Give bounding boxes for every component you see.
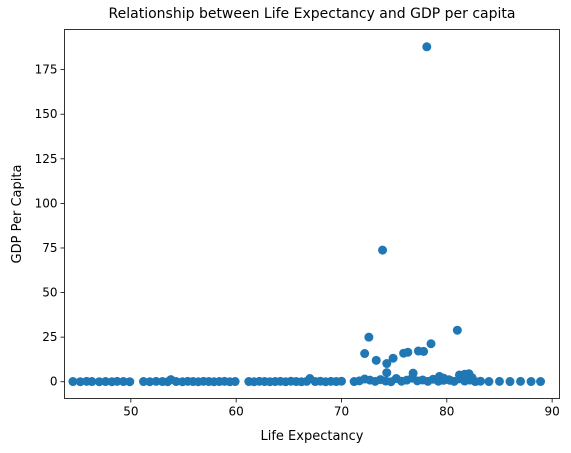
data-point: [408, 368, 418, 378]
data-point: [360, 349, 370, 359]
data-point: [382, 368, 392, 378]
y-tick-label: 125: [35, 152, 58, 166]
data-point: [452, 325, 462, 335]
x-tick-label: 70: [334, 405, 349, 419]
y-tick-label: 0: [50, 375, 58, 389]
y-tick-label: 150: [35, 107, 58, 121]
data-point: [101, 377, 111, 387]
data-point: [382, 359, 392, 369]
data-point: [336, 376, 346, 386]
data-point: [171, 377, 181, 387]
data-point: [419, 346, 429, 356]
y-axis-ticks: 0 25 50 75 100 125 150 175: [35, 63, 65, 389]
data-points: [68, 42, 546, 387]
x-axis-ticks: 50 60 70 80 90: [123, 398, 560, 419]
x-tick-label: 50: [123, 405, 138, 419]
data-point: [151, 376, 161, 386]
y-tick-label: 50: [42, 286, 57, 300]
data-point: [467, 373, 477, 383]
data-point: [422, 42, 432, 52]
y-tick-label: 75: [42, 241, 57, 255]
x-tick-label: 80: [439, 405, 454, 419]
data-point: [364, 332, 374, 342]
data-point: [125, 377, 135, 387]
data-point: [484, 377, 494, 387]
x-axis-label: Life Expectancy: [260, 429, 363, 444]
data-point: [494, 376, 504, 386]
data-point: [378, 245, 388, 255]
data-point: [505, 377, 515, 387]
plot-frame: [64, 29, 560, 399]
x-tick-label: 90: [544, 405, 559, 419]
y-axis-label: GDP Per Capita: [10, 165, 25, 264]
data-point: [536, 377, 546, 387]
x-tick-label: 60: [229, 405, 244, 419]
data-point: [94, 377, 104, 387]
data-point: [403, 347, 413, 357]
y-tick-label: 175: [35, 63, 58, 77]
data-point: [230, 377, 240, 387]
data-point: [112, 376, 122, 386]
data-point: [445, 375, 455, 385]
data-point: [118, 377, 128, 387]
data-point: [87, 377, 97, 387]
data-point: [516, 376, 526, 386]
data-point: [138, 377, 148, 387]
chart-title: Relationship between Life Expectancy and…: [109, 6, 516, 22]
y-tick-label: 25: [42, 330, 57, 344]
data-point: [388, 353, 398, 363]
data-point: [68, 377, 78, 387]
data-point: [476, 376, 486, 386]
data-point: [426, 339, 436, 349]
y-tick-label: 100: [35, 196, 58, 210]
data-point: [371, 355, 381, 365]
data-point: [526, 377, 536, 387]
